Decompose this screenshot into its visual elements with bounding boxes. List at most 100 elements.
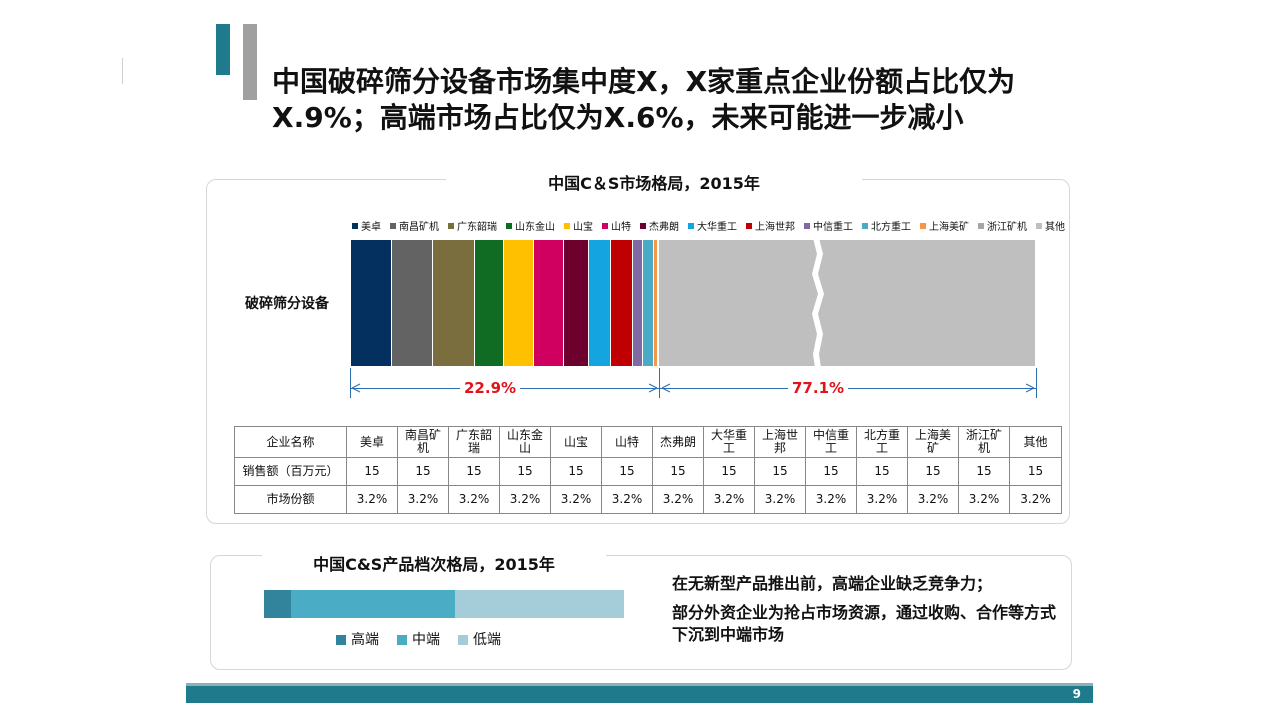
table-cell: 3.2%	[1009, 485, 1062, 514]
page-number: 9	[1072, 687, 1081, 701]
legend-item: 南昌矿机	[390, 218, 439, 233]
market-share-bar	[351, 240, 1036, 366]
tier-legend-swatch	[458, 635, 468, 645]
table-cell: 美卓	[346, 426, 398, 458]
legend-item: 广东韶瑞	[448, 218, 497, 233]
table-cell: 上海世 邦	[754, 426, 806, 458]
table-row: 销售额（百万元） 15 15 15 15 15 15 15 15 15 15 15 15 15 15	[234, 457, 1062, 486]
bar-segment-上海世邦	[611, 240, 634, 366]
legend-item: 中信重工	[804, 218, 853, 233]
legend-item: 浙江矿机	[978, 218, 1027, 233]
legend-label: 山东金山	[515, 222, 555, 233]
legend-label: 北方重工	[871, 222, 911, 233]
tier-bar	[264, 590, 624, 618]
table-cell: 3.2%	[397, 485, 449, 514]
legend-swatch	[920, 222, 926, 229]
legend-item: 美卓	[352, 218, 381, 233]
table-cell: 浙江矿 机	[958, 426, 1010, 458]
legend-item: 其他	[1036, 218, 1065, 233]
table-cell: 山东金 山	[499, 426, 551, 458]
legend-item: 山特	[602, 218, 631, 233]
axis-break-mark	[812, 238, 824, 368]
table-cell: 3.2%	[499, 485, 551, 514]
share-table: 企业名称 美卓 南昌矿 机广东韶 瑞山东金 山山宝 山特 杰弗朗 大华重 工上海世 邦中信…	[234, 426, 1062, 514]
legend-swatch	[978, 222, 984, 229]
legend-item: 杰弗朗	[640, 218, 679, 233]
bracket-tick-mid	[659, 368, 660, 398]
bracket-label-others: 77.1%	[788, 379, 849, 397]
tier-title: 中国C&S产品档次格局，2015年	[262, 551, 606, 575]
legend-label: 南昌矿机	[399, 222, 439, 233]
table-cell: 3.2%	[346, 485, 398, 514]
slide-title: 中国破碎筛分设备市场集中度X，X家重点企业份额占比仅为X.9%；高端市场占比仅为…	[272, 65, 1016, 134]
market-share-title: 中国C＆S市场格局，2015年	[446, 170, 862, 194]
table-row: 企业名称 美卓 南昌矿 机广东韶 瑞山东金 山山宝 山特 杰弗朗 大华重 工上海世 邦中信…	[234, 426, 1062, 458]
table-cell: 山宝	[550, 426, 602, 458]
bar-segment-上海美矿	[653, 240, 658, 366]
table-cell: 15	[754, 457, 806, 486]
row-label: 破碎筛分设备	[245, 296, 329, 312]
table-cell: 15	[448, 457, 500, 486]
footer-bar: 9	[186, 683, 1093, 703]
bar-segment-山特	[533, 240, 564, 366]
legend-swatch	[804, 222, 810, 229]
table-cell: 中信重 工	[805, 426, 857, 458]
table-cell: 15	[499, 457, 551, 486]
legend-label: 其他	[1045, 222, 1065, 233]
tier-legend-swatch	[397, 635, 407, 645]
table-cell: 3.2%	[652, 485, 704, 514]
table-cell: 3.2%	[550, 485, 602, 514]
bracket-tick-right	[1036, 368, 1037, 398]
table-cell: 3.2%	[754, 485, 806, 514]
table-cell: 15	[703, 457, 755, 486]
legend-label: 广东韶瑞	[457, 222, 497, 233]
table-cell: 3.2%	[703, 485, 755, 514]
legend-swatch	[746, 222, 752, 229]
legend-item: 北方重工	[862, 218, 911, 233]
legend-item: 上海美矿	[920, 218, 969, 233]
legend-swatch	[688, 222, 694, 229]
bar-segment-浙江矿机	[657, 240, 659, 366]
legend-label: 中信重工	[813, 222, 853, 233]
table-cell: 杰弗朗	[652, 426, 704, 458]
legend-item: 上海世邦	[746, 218, 795, 233]
tier-legend-label: 低端	[473, 632, 501, 648]
legend-item: 大华重工	[688, 218, 737, 233]
table-cell: 15	[346, 457, 398, 486]
table-cell: 3.2%	[856, 485, 908, 514]
bar-segment-山东金山	[474, 240, 505, 366]
title-accent-gray	[243, 24, 257, 100]
table-cell: 15	[397, 457, 449, 486]
tier-segment-低端	[455, 590, 624, 618]
legend-label: 上海世邦	[755, 222, 795, 233]
table-cell: 15	[1009, 457, 1062, 486]
table-cell: 3.2%	[601, 485, 653, 514]
legend-label: 山宝	[573, 222, 593, 233]
note-2: 部分外资企业为抢占市场资源，通过收购、合作等方式下沉到中端市场	[672, 603, 1057, 644]
bar-segment-美卓	[351, 240, 393, 366]
table-cell: 15	[958, 457, 1010, 486]
table-cell: 3.2%	[958, 485, 1010, 514]
table-cell: 15	[907, 457, 959, 486]
bar-segment-北方重工	[643, 240, 654, 366]
legend-item: 山宝	[564, 218, 593, 233]
table-cell: 上海美 矿	[907, 426, 959, 458]
legend-label: 杰弗朗	[649, 222, 679, 233]
table-cell: 15	[805, 457, 857, 486]
legend-swatch	[448, 222, 454, 229]
table-cell: 15	[652, 457, 704, 486]
table-cell: 15	[601, 457, 653, 486]
table-cell: 销售额（百万元）	[234, 457, 347, 486]
table-cell: 广东韶 瑞	[448, 426, 500, 458]
tier-legend-label: 高端	[351, 632, 379, 648]
bracket-arrowheads	[351, 383, 1035, 393]
table-cell: 企业名称	[234, 426, 347, 458]
tier-legend-item: 高端	[336, 629, 379, 649]
table-row: 市场份额 3.2% 3.2% 3.2% 3.2% 3.2% 3.2% 3.2% 3.2% 3.2%…	[234, 485, 1062, 514]
bar-segment-南昌矿机	[392, 240, 434, 366]
table-cell: 其他	[1009, 426, 1062, 458]
legend-item: 山东金山	[506, 218, 555, 233]
table-cell: 3.2%	[805, 485, 857, 514]
bar-segment-大华重工	[589, 240, 612, 366]
legend-label: 美卓	[361, 222, 381, 233]
